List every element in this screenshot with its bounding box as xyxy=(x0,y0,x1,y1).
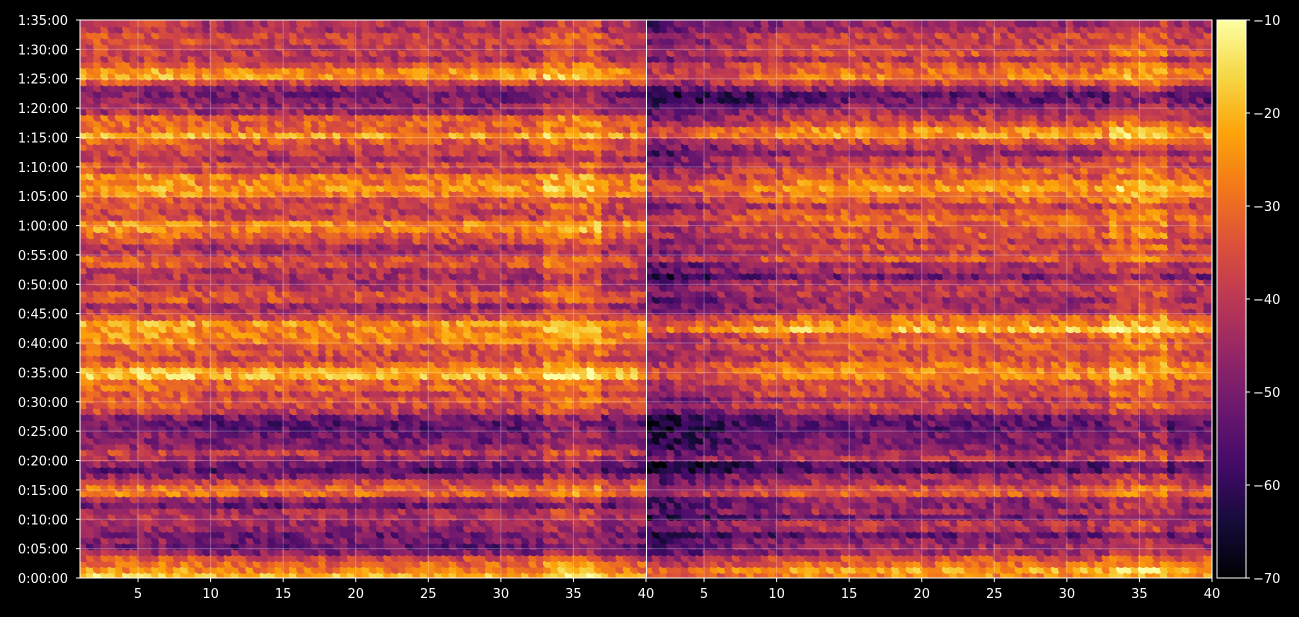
left-panel xyxy=(80,19,646,578)
left-heat-cells xyxy=(80,20,646,578)
